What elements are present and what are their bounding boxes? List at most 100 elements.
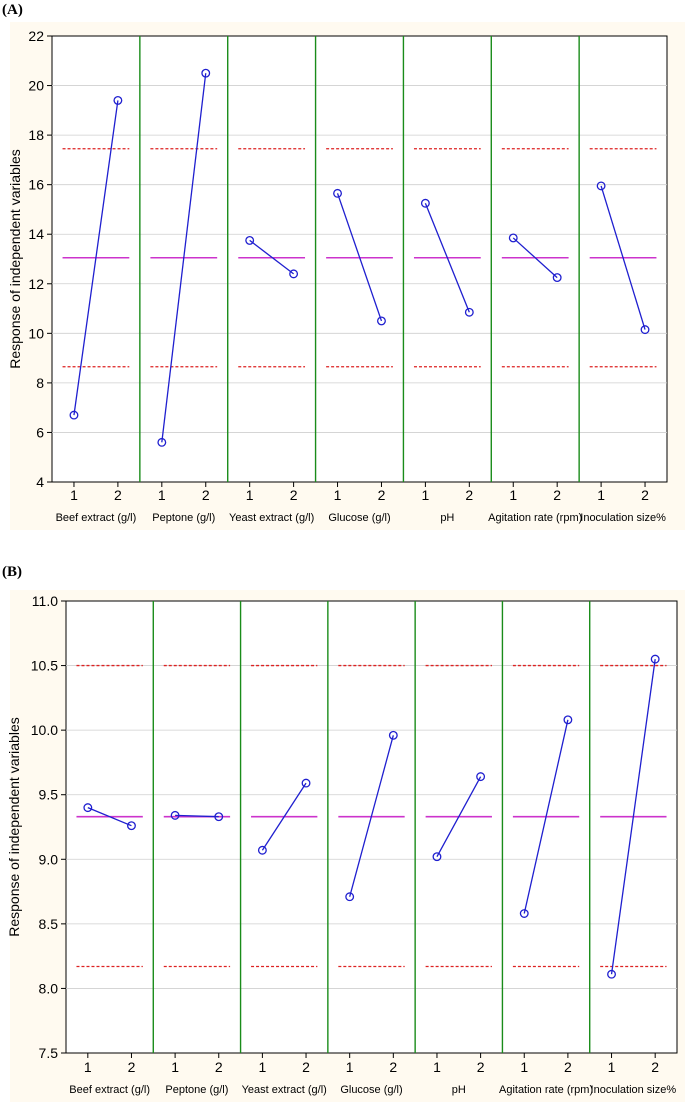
factor-label: pH — [452, 1084, 466, 1096]
y-tick-label: 10.0 — [31, 722, 58, 738]
data-point-level-1 — [333, 188, 342, 198]
factor-group: 1 2 Agitation rate (rpm) — [499, 601, 593, 1096]
data-point-level-2 — [563, 715, 573, 725]
level-label: 2 — [290, 487, 298, 503]
factor-group: 1 2 Beef extract (g/l) — [56, 95, 137, 524]
level-label: 2 — [302, 1059, 310, 1075]
y-tick-label: 4 — [36, 474, 44, 490]
y-axis-label: Response of independent variables — [6, 717, 22, 937]
y-tick-label: 22 — [28, 28, 44, 44]
data-point-level-1 — [420, 198, 430, 208]
y-tick-label: 16 — [28, 177, 44, 193]
factor-label: Glucose (g/l) — [328, 512, 390, 524]
factor-group: 1 2 Glucose (g/l) — [314, 36, 393, 524]
y-tick-label: 7.5 — [39, 1045, 59, 1061]
y-tick-label: 10 — [28, 325, 44, 341]
level-label: 2 — [651, 1059, 659, 1075]
data-point-level-2 — [127, 821, 136, 831]
data-point-level-1 — [157, 437, 167, 447]
effect-line — [336, 193, 383, 322]
data-point-level-2 — [476, 772, 486, 782]
factor-group: 1 2 Yeast extract (g/l) — [227, 36, 314, 524]
y-tick-label: 8 — [36, 375, 44, 391]
level-label: 2 — [553, 487, 561, 503]
data-point-level-2 — [464, 307, 474, 317]
data-point-level-2 — [201, 68, 211, 78]
level-label: 1 — [433, 1059, 441, 1075]
level-label: 1 — [158, 487, 166, 503]
factor-label: pH — [440, 512, 454, 524]
data-point-level-1 — [345, 892, 355, 902]
factor-group: 1 2 Inoculation size% — [589, 601, 677, 1096]
data-point-level-1 — [69, 410, 79, 420]
data-point-level-1 — [519, 909, 529, 918]
effect-line — [349, 735, 394, 897]
data-point-level-1 — [170, 810, 180, 820]
data-point-level-2 — [650, 654, 660, 664]
level-label: 1 — [84, 1059, 92, 1075]
factor-group: 1 2 Inoculation size% — [578, 36, 666, 524]
level-label: 1 — [246, 487, 254, 503]
level-label: 2 — [202, 487, 210, 503]
effect-line — [261, 782, 307, 851]
data-point-level-2 — [301, 778, 311, 788]
factor-group: 1 2 Yeast extract (g/l) — [239, 601, 327, 1096]
effect-line — [87, 807, 132, 827]
factor-group: 1 2 pH — [402, 36, 481, 524]
factor-label: Beef extract (g/l) — [56, 512, 137, 524]
factor-label: Inoculation size% — [580, 512, 666, 524]
plot-area — [65, 600, 678, 1054]
level-label: 1 — [520, 1059, 528, 1075]
level-label: 1 — [597, 487, 605, 503]
y-tick-label: 8.0 — [39, 980, 59, 996]
level-label: 2 — [215, 1059, 223, 1075]
panel-tag: (B) — [2, 564, 22, 580]
data-point-level-1 — [83, 803, 93, 813]
level-label: 2 — [465, 487, 473, 503]
effect-line — [436, 776, 482, 858]
level-label: 2 — [477, 1059, 485, 1075]
level-label: 1 — [608, 1059, 616, 1075]
effect-line — [175, 814, 219, 818]
factor-label: Beef extract (g/l) — [69, 1084, 150, 1096]
y-tick-label: 6 — [36, 424, 44, 440]
chart-panel-b: (B) 7.5 8.0 8.5 9.0 9.5 10.0 10.5 11.0 Response o… — [2, 564, 685, 1102]
y-tick-label: 14 — [28, 226, 44, 242]
effect-line — [523, 719, 569, 914]
panel-tag: (A) — [2, 2, 23, 18]
y-tick-label: 9.0 — [39, 851, 59, 867]
data-point-level-2 — [214, 812, 224, 822]
data-point-level-2 — [377, 316, 386, 326]
level-label: 1 — [258, 1059, 266, 1075]
effect-line — [161, 73, 207, 443]
effect-line — [424, 203, 470, 313]
effect-line — [600, 185, 646, 330]
y-tick-label: 10.5 — [31, 658, 58, 674]
level-label: 1 — [334, 487, 342, 503]
level-label: 2 — [389, 1059, 397, 1075]
factor-group: 1 2 Beef extract (g/l) — [69, 664, 150, 1096]
y-tick-label: 8.5 — [39, 916, 59, 932]
level-label: 1 — [509, 487, 517, 503]
factor-group: 1 2 Agitation rate (rpm) — [488, 36, 582, 524]
level-label: 2 — [114, 487, 122, 503]
data-point-level-2 — [552, 273, 562, 283]
factor-label: Peptone (g/l) — [152, 512, 215, 524]
factor-label: Agitation rate (rpm) — [488, 512, 582, 524]
factor-label: Peptone (g/l) — [165, 1084, 228, 1096]
factor-group: 1 2 pH — [414, 601, 492, 1096]
data-point-level-2 — [289, 269, 299, 279]
factor-group: 1 2 Glucose (g/l) — [327, 601, 405, 1096]
data-point-level-1 — [432, 852, 442, 862]
data-point-level-1 — [607, 969, 616, 979]
data-point-level-1 — [596, 181, 606, 191]
data-point-level-2 — [640, 325, 650, 335]
level-label: 2 — [378, 487, 386, 503]
factor-label: Yeast extract (g/l) — [229, 512, 314, 524]
factor-label: Inoculation size% — [591, 1084, 677, 1096]
y-tick-label: 9.5 — [39, 787, 59, 803]
factor-label: Yeast extract (g/l) — [242, 1084, 327, 1096]
factor-label: Glucose (g/l) — [340, 1084, 402, 1096]
